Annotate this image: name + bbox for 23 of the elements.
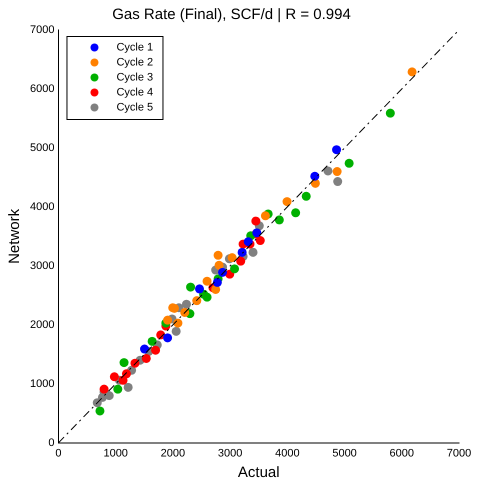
y-tick-label: 6000: [30, 83, 54, 96]
x-tick-label: 1000: [103, 447, 128, 460]
x-tick-label: 5000: [332, 447, 357, 460]
x-tick-label: 7000: [446, 447, 472, 460]
y-tick-label: 3000: [30, 260, 54, 272]
legend-label: Cycle 2: [116, 56, 154, 69]
legend-label: Cycle 5: [116, 102, 154, 114]
legend-label: Cycle 4: [116, 86, 154, 99]
x-axis-title: Actual: [238, 464, 280, 482]
x-tick-label: 2000: [160, 447, 186, 460]
chart-title: Gas Rate (Final), SCF/d | R = 0.994: [112, 6, 351, 24]
y-axis-title: Network: [6, 208, 24, 264]
y-tick-label: 5000: [30, 142, 54, 154]
legend-label: Cycle 3: [116, 72, 154, 84]
x-tick-label: 3000: [218, 447, 242, 460]
y-tick-label: 2000: [30, 318, 54, 331]
y-tick-label: 4000: [30, 200, 54, 213]
x-tick-label: 6000: [390, 447, 414, 460]
x-tick-label: 4000: [275, 447, 300, 460]
y-tick-label: 7000: [30, 24, 54, 36]
legend-label: Cycle 1: [116, 42, 154, 54]
y-tick-label: 1000: [30, 378, 54, 390]
y-tick-label: 0: [48, 436, 54, 449]
